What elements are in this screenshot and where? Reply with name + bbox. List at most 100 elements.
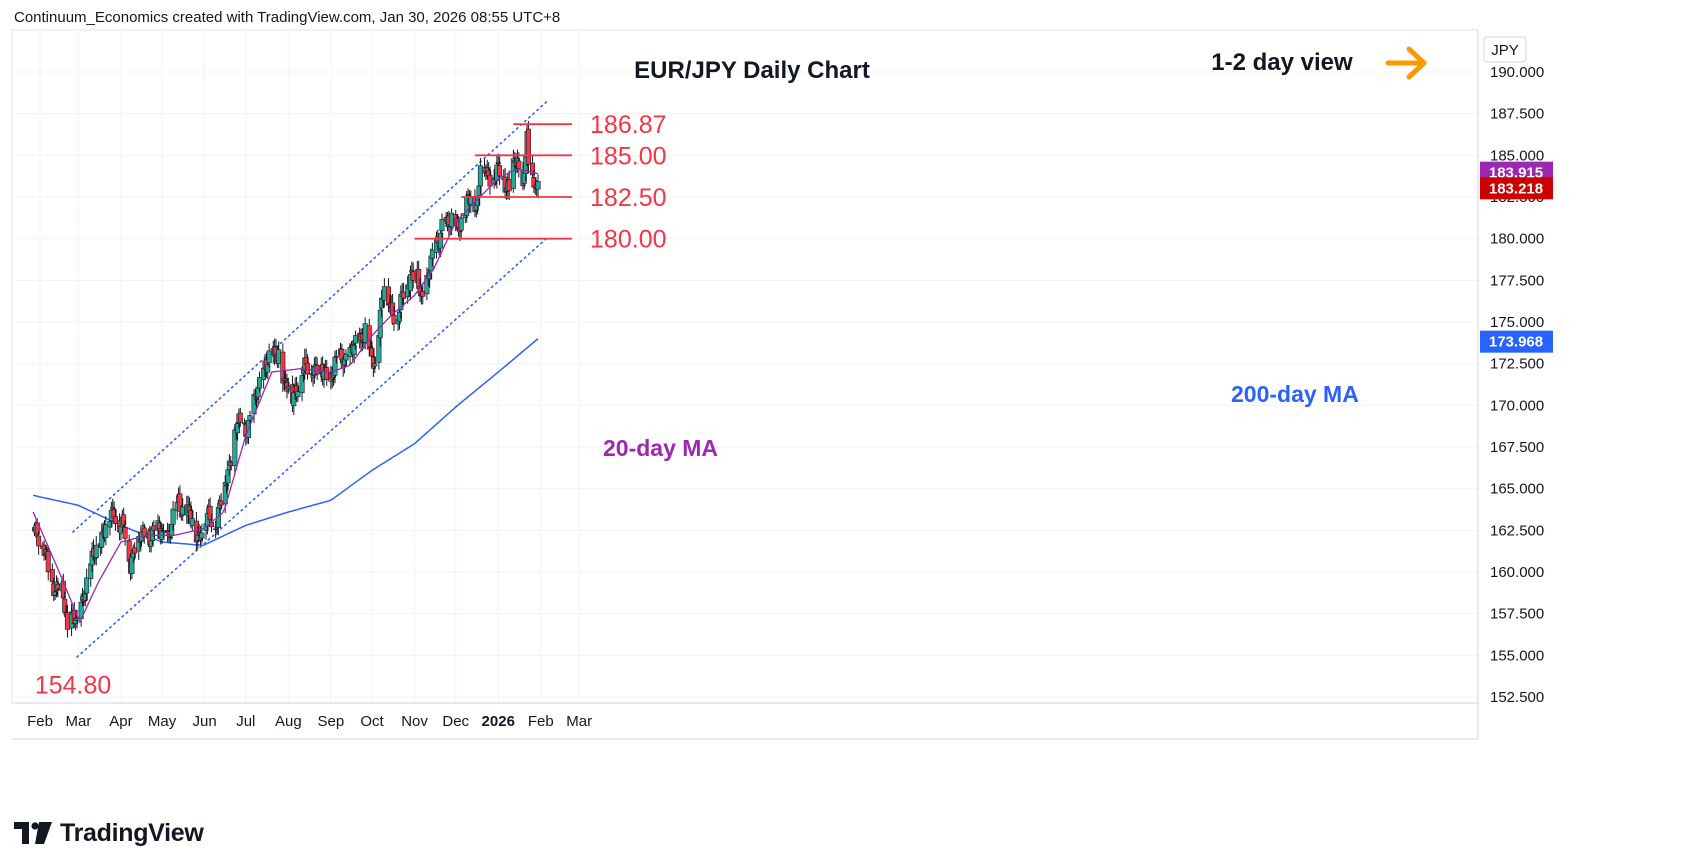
candle-body — [276, 349, 282, 364]
candle[interactable] — [439, 213, 445, 240]
y-tick-label: 190.000 — [1490, 64, 1544, 81]
candle-body — [266, 350, 272, 364]
candle-body — [261, 367, 267, 380]
candle-body — [427, 272, 433, 280]
candle[interactable] — [193, 511, 199, 552]
x-tick-label: Feb — [27, 713, 53, 730]
x-tick-label: Mar — [65, 713, 91, 730]
candle-body — [535, 181, 541, 190]
candle-body — [160, 530, 166, 533]
ma20-layer — [32, 168, 539, 624]
candle[interactable] — [429, 242, 435, 267]
candle-body — [82, 593, 88, 601]
low-label: 154.80 — [35, 672, 111, 700]
candle-body — [497, 165, 503, 177]
x-tick-label: Aug — [275, 713, 302, 730]
price-badge[interactable]: 173.968 — [1480, 330, 1553, 353]
candle[interactable] — [438, 227, 444, 258]
candle-body — [295, 391, 301, 398]
candle[interactable] — [45, 545, 51, 581]
y-tick-label: 187.500 — [1490, 106, 1544, 123]
candle[interactable] — [257, 371, 263, 393]
candle[interactable] — [295, 382, 301, 403]
candle[interactable] — [62, 591, 68, 618]
x-tick-label: Oct — [360, 713, 384, 730]
chart-title: EUR/JPY Daily Chart — [634, 57, 870, 84]
candle[interactable] — [343, 349, 349, 367]
candle[interactable] — [370, 349, 376, 377]
candle[interactable] — [237, 407, 243, 427]
candle[interactable] — [477, 158, 483, 195]
candle-body — [55, 584, 61, 590]
candle[interactable] — [207, 497, 213, 525]
candle-body — [45, 551, 51, 573]
candle[interactable] — [112, 508, 118, 531]
candle[interactable] — [372, 356, 378, 374]
candle-body — [222, 482, 228, 505]
candle-body — [468, 196, 474, 205]
candle[interactable] — [280, 343, 286, 392]
y-tick-label: 165.000 — [1490, 481, 1544, 498]
candle[interactable] — [141, 523, 147, 544]
candle[interactable] — [525, 121, 531, 174]
candle-body — [207, 505, 213, 521]
candle-body — [410, 271, 416, 281]
candle-body — [510, 158, 516, 189]
candle-body — [199, 532, 205, 539]
candle[interactable] — [199, 523, 205, 544]
chart-attribution: Continuum_Economics created with Trading… — [14, 9, 561, 26]
price-badge-bg — [1480, 177, 1553, 200]
x-tick-label: Apr — [109, 713, 132, 730]
candle[interactable] — [458, 212, 464, 239]
plot-area — [11, 29, 1479, 704]
candle[interactable] — [213, 520, 219, 539]
candle[interactable] — [136, 531, 142, 560]
candle-body — [396, 311, 402, 322]
candle[interactable] — [170, 500, 176, 531]
tradingview-logo-icon — [14, 822, 52, 844]
candle[interactable] — [93, 536, 99, 566]
candle[interactable] — [424, 267, 430, 301]
candles-layer[interactable] — [32, 121, 541, 638]
candle[interactable] — [266, 343, 272, 368]
candle-body — [291, 392, 297, 407]
candle-body — [265, 364, 271, 373]
y-tick-label: 175.000 — [1490, 314, 1544, 331]
candle[interactable] — [36, 531, 42, 555]
candle-body — [193, 520, 199, 543]
candle-body — [235, 423, 241, 434]
candle[interactable] — [103, 516, 109, 546]
candle-body — [218, 500, 224, 506]
candle[interactable] — [535, 174, 541, 199]
candle-body — [370, 356, 376, 369]
candle-body — [228, 462, 234, 466]
candle[interactable] — [366, 318, 372, 357]
candle-body — [103, 524, 109, 538]
channel-upper-line — [72, 101, 548, 533]
candle-body — [420, 291, 426, 297]
candle-body — [49, 569, 55, 583]
candle[interactable] — [121, 507, 127, 531]
candle[interactable] — [84, 568, 90, 602]
y-tick-label: 167.500 — [1490, 439, 1544, 456]
candle[interactable] — [497, 156, 503, 186]
candle-body — [151, 525, 157, 531]
level-label: 185.00 — [590, 142, 666, 170]
candle-body — [112, 516, 118, 524]
price-badge[interactable]: 183.218 — [1480, 177, 1553, 200]
candle-body — [167, 536, 173, 539]
candle[interactable] — [177, 485, 183, 518]
x-tick-label: Feb — [528, 713, 554, 730]
currency-box[interactable] — [1483, 36, 1527, 63]
candle[interactable] — [530, 155, 536, 180]
candle[interactable] — [333, 349, 339, 364]
candle[interactable] — [391, 306, 397, 331]
level-label: 180.00 — [590, 226, 666, 254]
candle[interactable] — [247, 410, 253, 425]
candle-body — [465, 194, 471, 196]
y-tick-label: 157.500 — [1490, 606, 1544, 623]
tradingview-logo[interactable]: TradingView — [14, 818, 204, 848]
levels-layer: 186.87 185.00 182.50 180.00 — [414, 111, 667, 254]
y-tick-label: 162.500 — [1490, 522, 1544, 539]
